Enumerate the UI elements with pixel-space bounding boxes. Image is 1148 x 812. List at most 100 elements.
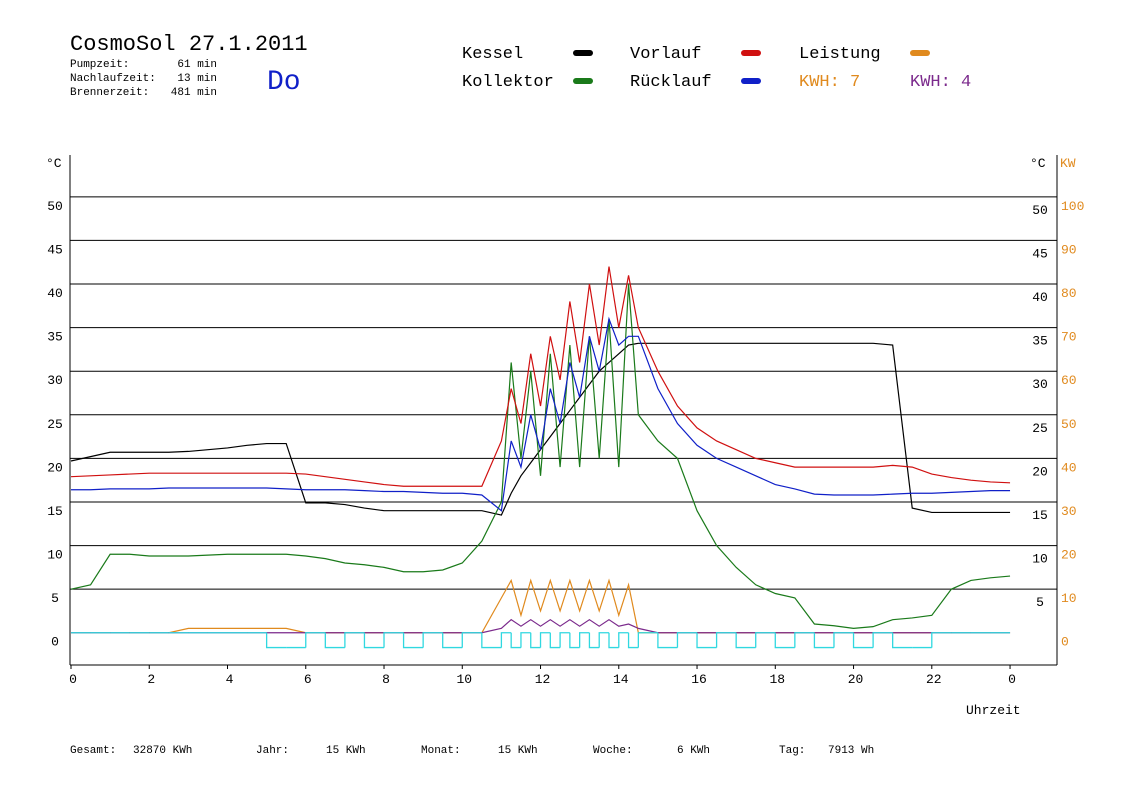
pump-step xyxy=(608,632,619,649)
pump-step xyxy=(422,632,443,648)
legend-label: Kessel xyxy=(462,45,523,64)
stat-value: 481 min xyxy=(171,87,217,99)
y-tick-label: 40 xyxy=(47,286,63,301)
footer-value: 15 KWh xyxy=(326,745,366,757)
pump-step xyxy=(344,632,365,648)
x-tick-label: 6 xyxy=(304,672,312,687)
y-tick-label: 5 xyxy=(51,591,59,606)
pump-step xyxy=(461,632,482,648)
x-tick-label: 18 xyxy=(769,672,785,687)
legend-label: Rücklauf xyxy=(630,73,712,92)
y-tick-label: 0 xyxy=(51,635,59,650)
series-line xyxy=(71,316,1011,512)
footer-label: Jahr: xyxy=(256,745,289,757)
x-axis-label: Uhrzeit xyxy=(966,703,1021,718)
y-right-tick-label: 30 xyxy=(1032,377,1048,392)
y2-tick-label: 0 xyxy=(1061,635,1069,650)
series-line xyxy=(71,618,1011,634)
y-right-tick-label: 5 xyxy=(1036,595,1044,610)
y-tick-label: 35 xyxy=(47,330,63,345)
pump-step xyxy=(833,632,854,648)
y2-tick-label: 80 xyxy=(1061,286,1077,301)
x-tick-label: 2 xyxy=(147,672,155,687)
y-tick-label: 50 xyxy=(47,199,63,214)
x-tick-label: 0 xyxy=(69,672,77,687)
weekday: Do xyxy=(267,67,301,98)
pump-step xyxy=(305,632,326,648)
footer-label: Tag: xyxy=(779,745,805,757)
y-axis-label: °C xyxy=(46,156,62,171)
pump-step xyxy=(481,632,502,649)
pump-step xyxy=(579,632,590,648)
footer-value: 7913 Wh xyxy=(828,745,874,757)
y-tick-label: 30 xyxy=(47,373,63,388)
stat-label: Nachlaufzeit: xyxy=(70,73,156,85)
pump-step xyxy=(931,632,952,648)
pump-step xyxy=(735,632,756,649)
y2-tick-label: 100 xyxy=(1061,199,1084,214)
pump-step xyxy=(813,632,834,649)
y-tick-label: 45 xyxy=(47,242,63,257)
y2-tick-label: 30 xyxy=(1061,504,1077,519)
y-tick-label: 15 xyxy=(47,504,63,519)
y-right-tick-label: 20 xyxy=(1032,464,1048,479)
footer-label: Woche: xyxy=(593,745,633,757)
footer-label: Gesamt: xyxy=(70,745,116,757)
pump-step xyxy=(383,632,404,648)
pump-step xyxy=(363,632,385,649)
y-right-axis-label: °C xyxy=(1030,156,1046,171)
footer-value: 6 KWh xyxy=(677,745,710,757)
pump-step xyxy=(530,632,541,649)
y-right-tick-label: 25 xyxy=(1032,421,1048,436)
pump-step xyxy=(588,632,600,649)
y2-tick-label: 60 xyxy=(1061,373,1077,388)
x-tick-label: 8 xyxy=(382,672,390,687)
series-line xyxy=(70,266,1011,487)
pump-step xyxy=(539,632,551,648)
y-right-tick-label: 50 xyxy=(1032,203,1048,218)
footer-value: 15 KWh xyxy=(498,745,538,757)
series-line xyxy=(70,283,1011,629)
pump-step xyxy=(569,632,580,649)
x-tick-label: 12 xyxy=(535,672,551,687)
title: CosmoSol 27.1.2011 xyxy=(70,32,308,57)
pump-step xyxy=(794,632,815,648)
x-tick-label: 4 xyxy=(226,672,234,687)
stat-label: Brennerzeit: xyxy=(70,87,149,99)
y2-tick-label: 90 xyxy=(1061,242,1077,257)
pump-step xyxy=(442,632,463,649)
x-tick-label: 0 xyxy=(1008,672,1016,687)
x-tick-label: 10 xyxy=(456,672,472,687)
pump-step xyxy=(510,632,521,649)
y2-tick-label: 20 xyxy=(1061,548,1077,563)
y-right-tick-label: 35 xyxy=(1032,334,1048,349)
x-tick-label: 22 xyxy=(926,672,942,687)
pump-step xyxy=(559,632,570,648)
legend-label: Leistung xyxy=(799,45,881,64)
pump-step xyxy=(324,632,345,649)
y-tick-label: 10 xyxy=(47,548,63,563)
footer-label: Monat: xyxy=(421,745,461,757)
legend-label: Vorlauf xyxy=(630,45,701,64)
stat-label: Pumpzeit: xyxy=(70,59,129,71)
pump-step xyxy=(715,632,737,648)
y2-tick-label: 50 xyxy=(1061,417,1077,432)
y-right-tick-label: 40 xyxy=(1032,290,1048,305)
y2-tick-label: 40 xyxy=(1061,460,1077,475)
pump-step xyxy=(872,632,893,648)
series-line xyxy=(70,342,1011,516)
pump-step xyxy=(852,632,874,649)
pump-step xyxy=(598,632,609,648)
y-right-tick-label: 45 xyxy=(1032,246,1048,261)
annotation: KWH: 7 xyxy=(799,73,860,92)
pump-step xyxy=(755,632,776,648)
pump-step xyxy=(627,632,639,649)
y-right-tick-label: 15 xyxy=(1032,508,1048,523)
pump-step xyxy=(676,632,698,648)
pump-step xyxy=(520,632,531,648)
legend-label: Kollektor xyxy=(462,73,554,92)
annotation: KWH: 4 xyxy=(910,73,971,92)
footer-value: 32870 KWh xyxy=(133,745,192,757)
pump-step xyxy=(402,632,424,649)
